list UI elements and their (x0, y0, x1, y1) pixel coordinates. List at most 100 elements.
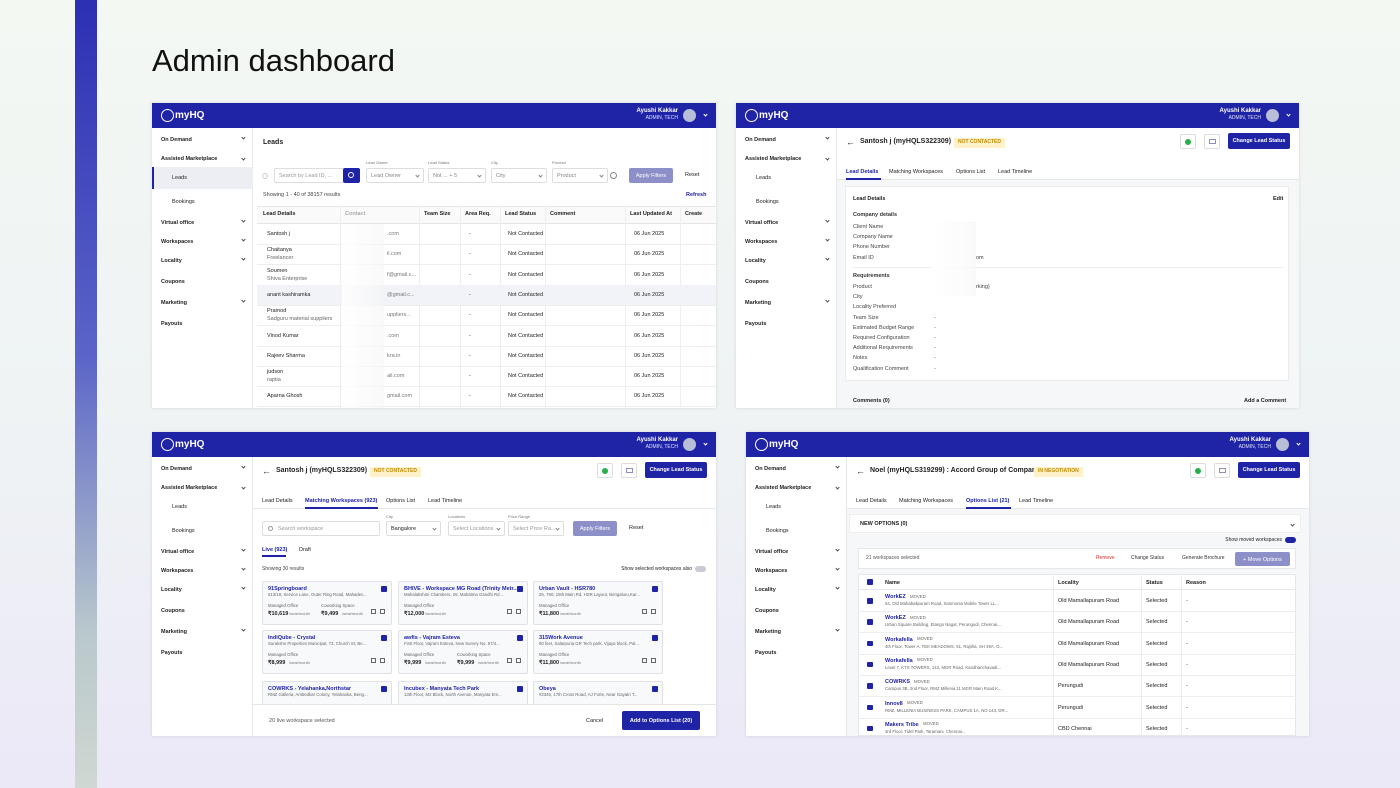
sidebar-item[interactable]: On Demand (755, 466, 786, 472)
sidebar-item[interactable]: Coupons (755, 608, 779, 614)
sidebar-item[interactable]: Locality (755, 587, 776, 593)
sidebar-item[interactable]: On Demand (745, 137, 776, 143)
tab[interactable]: Lead Details (846, 169, 879, 175)
move-options-btn[interactable]: + Move Options (1235, 552, 1290, 566)
filter-select[interactable]: Select Price Ra... (508, 521, 564, 536)
sidebar-item[interactable]: Coupons (745, 279, 769, 285)
checkbox[interactable] (867, 598, 873, 604)
checkbox[interactable] (867, 725, 873, 732)
workspace-card[interactable]: BHIVE - Workspace MG Road (Trinity Metr.… (398, 581, 528, 625)
add-options-btn[interactable]: Add to Options List (20) (622, 711, 700, 730)
tab[interactable]: Lead Timeline (998, 169, 1033, 175)
tab[interactable]: Lead Details (262, 498, 293, 504)
sidebar-item[interactable]: Locality (161, 587, 182, 593)
tab[interactable]: Lead Timeline (1019, 498, 1054, 504)
search-box[interactable]: Search workspace (262, 521, 380, 536)
sidebar-item[interactable]: Payouts (161, 650, 183, 656)
checkbox[interactable] (381, 686, 387, 692)
checkbox[interactable] (867, 704, 873, 710)
sidebar-item[interactable]: Marketing (161, 629, 187, 635)
filter-select[interactable]: Bangalore (386, 521, 441, 536)
filter-select[interactable]: Not ... + 5 (428, 168, 486, 183)
checkbox[interactable] (867, 579, 873, 585)
change-status-btn[interactable]: Change Lead Status (645, 462, 707, 478)
reset-btn[interactable]: Reset (685, 172, 700, 178)
action[interactable]: Generate Brochure (1182, 555, 1225, 561)
checkbox[interactable] (517, 686, 523, 692)
sidebar-item[interactable]: Assisted Marketplace (161, 485, 218, 491)
tab[interactable]: Lead Details (856, 498, 887, 504)
sidebar-item[interactable]: Assisted Marketplace (745, 156, 802, 162)
checkbox[interactable] (867, 640, 873, 647)
subtab[interactable]: Draft (299, 547, 311, 553)
filter-select[interactable]: Select Locations (448, 521, 505, 536)
sidebar-item[interactable]: On Demand (161, 466, 192, 472)
tab[interactable]: Options List (386, 498, 416, 504)
sidebar-item[interactable]: Bookings (766, 528, 789, 534)
tab[interactable]: Options List (21) (966, 498, 1010, 504)
tab[interactable]: Matching Workspaces (923) (305, 498, 378, 504)
workspace-card[interactable]: IndiQube - Crystal Surakshe Properties Mu… (262, 630, 392, 674)
add-comment[interactable]: Add a Comment (1244, 398, 1287, 404)
checkbox[interactable] (867, 619, 873, 625)
checkbox[interactable] (517, 586, 523, 592)
sidebar-item[interactable]: Leads (172, 504, 187, 510)
subtab[interactable]: Live (923) (262, 547, 288, 553)
workspace-card[interactable]: Urban Vault - HSR780 25, 780, 19th Main R… (533, 581, 663, 625)
search-box[interactable]: Search by Lead ID, ... (274, 168, 344, 183)
sidebar-item[interactable]: Marketing (161, 300, 187, 306)
sidebar-item[interactable]: On Demand (161, 137, 192, 143)
checkbox[interactable] (517, 635, 523, 641)
filter-select[interactable]: City (491, 168, 547, 183)
sidebar-item[interactable]: Coupons (161, 279, 185, 285)
toggle[interactable] (1285, 537, 1296, 543)
checkbox[interactable] (867, 661, 873, 668)
sidebar-item[interactable]: Virtual office (161, 220, 195, 226)
sidebar-item[interactable]: Bookings (756, 199, 779, 205)
workspace-card[interactable]: awfis - Vajram Esteva First Floor, Vajram… (398, 630, 528, 674)
filter-select[interactable]: Product (552, 168, 608, 183)
sidebar-item[interactable]: Workspaces (161, 239, 194, 245)
action[interactable]: Remove (1096, 555, 1115, 561)
sidebar-item[interactable]: Leads (766, 504, 781, 510)
tab[interactable]: Options List (956, 169, 986, 175)
checkbox[interactable] (652, 586, 658, 592)
change-status-btn[interactable]: Change Lead Status (1228, 133, 1290, 149)
sidebar-item[interactable]: Payouts (755, 650, 777, 656)
tab[interactable]: Matching Workspaces (899, 498, 954, 504)
sidebar-item[interactable]: Virtual office (755, 549, 789, 555)
mail-btn[interactable] (1204, 134, 1220, 149)
workspace-card[interactable]: 315Work Avenue 90 feet, Salarpuria GR Tec… (533, 630, 663, 674)
checkbox[interactable] (867, 683, 873, 689)
whatsapp-btn[interactable] (1180, 134, 1196, 149)
checkbox[interactable] (652, 635, 658, 641)
sidebar-item[interactable]: Workspaces (161, 568, 194, 574)
change-status-btn[interactable]: Change Lead Status (1238, 462, 1300, 478)
checkbox[interactable] (652, 686, 658, 692)
sidebar-item[interactable]: Bookings (172, 528, 195, 534)
sidebar-item[interactable]: Payouts (745, 321, 767, 327)
apply-btn[interactable]: Apply Filters (629, 168, 673, 183)
apply-btn[interactable]: Apply Filters (573, 521, 617, 536)
cancel-btn[interactable]: Cancel (586, 718, 604, 724)
action[interactable]: Change Status (1131, 555, 1165, 561)
sidebar-item[interactable]: Assisted Marketplace (161, 156, 218, 162)
sidebar-item[interactable]: Leads (172, 175, 187, 181)
whatsapp-btn[interactable] (1190, 463, 1206, 478)
refresh[interactable]: Refresh (686, 192, 707, 198)
tab[interactable]: Lead Timeline (428, 498, 463, 504)
mail-btn[interactable] (1214, 463, 1230, 478)
checkbox[interactable] (381, 635, 387, 641)
edit-link[interactable]: Edit (1273, 196, 1284, 202)
tab[interactable]: Matching Workspaces (889, 169, 944, 175)
sidebar-item[interactable]: Virtual office (745, 220, 779, 226)
sidebar-item[interactable]: Leads (756, 175, 771, 181)
sidebar-item[interactable]: Locality (161, 258, 182, 264)
sidebar-item[interactable]: Workspaces (755, 568, 788, 574)
sidebar-item[interactable]: Payouts (161, 321, 183, 327)
toggle[interactable] (695, 566, 706, 572)
mail-btn[interactable] (621, 463, 637, 478)
whatsapp-btn[interactable] (597, 463, 613, 478)
sidebar-item[interactable]: Assisted Marketplace (755, 485, 812, 491)
checkbox[interactable] (381, 586, 387, 592)
